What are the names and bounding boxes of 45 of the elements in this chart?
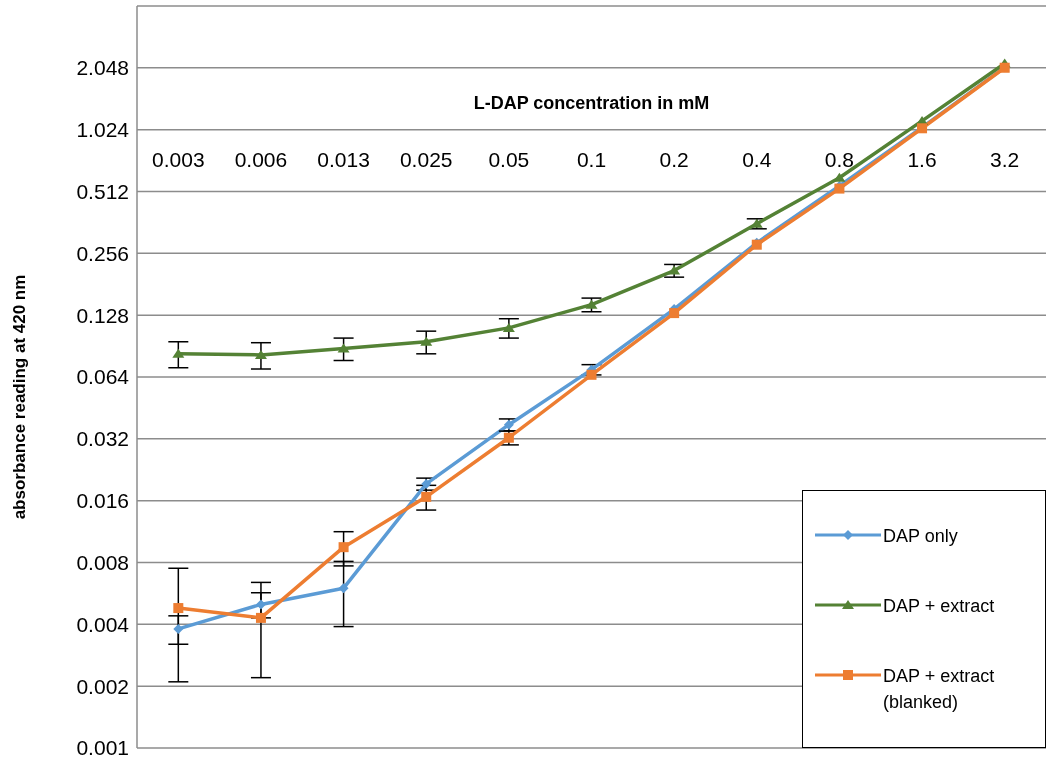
x-tick-label: 0.003	[152, 147, 205, 171]
x-tick-label: 0.025	[399, 147, 453, 171]
y-tick-label: 0.001	[76, 736, 129, 760]
point	[173, 623, 184, 634]
y-tick-label: 0.128	[76, 303, 129, 327]
x-tick-label: 0.1	[576, 147, 607, 171]
point	[502, 322, 515, 332]
point	[254, 349, 267, 359]
y-tick-label: 0.016	[76, 489, 129, 513]
y-tick-label: 0.002	[76, 674, 129, 698]
y-tick-label: 0.032	[76, 427, 129, 451]
point	[585, 299, 598, 309]
y-axis-title: absorbance reading at 420 nm	[10, 274, 30, 520]
point	[337, 343, 350, 353]
x-tick-label: 0.8	[824, 147, 855, 171]
x-tick-label: 0.013	[317, 147, 370, 171]
y-tick-label: 0.256	[76, 241, 129, 265]
point	[255, 612, 266, 623]
y-tick-label: 1.024	[76, 118, 130, 142]
point	[420, 336, 433, 346]
y-tick-label: 0.064	[76, 365, 130, 389]
y-tick-label: 0.008	[76, 550, 129, 574]
x-tick-label: 1.6	[907, 147, 937, 171]
point	[421, 491, 432, 502]
x-tick-label: 0.05	[488, 147, 530, 171]
x-tick-label: 0.4	[742, 147, 772, 171]
point	[255, 599, 266, 610]
legend-label: DAP only	[883, 525, 959, 548]
x-axis-title: L-DAP concentration in mM	[473, 92, 710, 113]
point	[669, 308, 680, 319]
point	[421, 478, 432, 489]
point	[338, 583, 349, 594]
x-tick-label: 3.2	[990, 147, 1020, 171]
point	[172, 348, 185, 358]
point	[586, 369, 597, 380]
y-tick-label: 2.048	[76, 56, 129, 80]
legend-label: DAP + extract	[883, 595, 996, 618]
y-tick-label: 0.512	[76, 179, 129, 203]
legend-label: DAP + extract (blanked)	[883, 665, 996, 714]
point	[668, 265, 681, 275]
point	[338, 542, 349, 553]
y-tick-label: 0.004	[76, 612, 130, 636]
point	[173, 603, 184, 614]
x-tick-label: 0.2	[659, 147, 689, 171]
x-tick-label: 0.006	[234, 147, 288, 171]
